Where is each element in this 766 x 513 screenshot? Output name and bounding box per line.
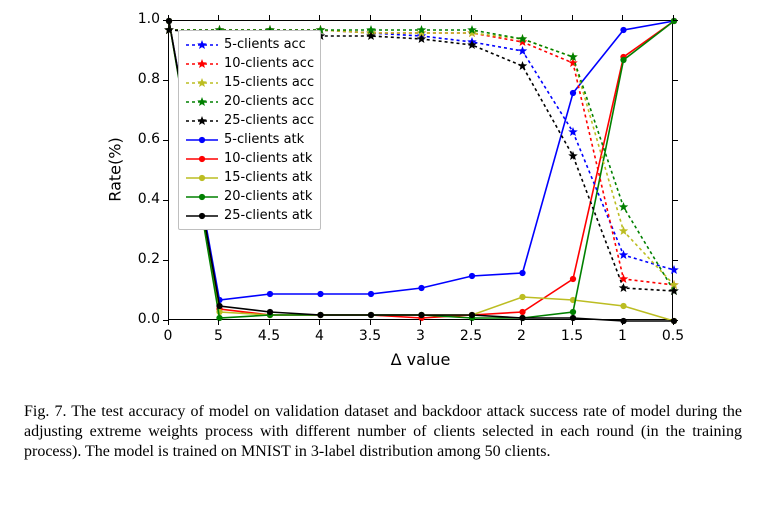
- series-marker-acc25: [568, 151, 578, 160]
- legend-label: 20-clients acc: [224, 94, 314, 109]
- series-marker-atk10: [519, 309, 525, 315]
- legend: 5-clients acc 10-clients acc 15-clients ac…: [178, 30, 321, 230]
- series-marker-atk5: [469, 273, 475, 279]
- series-marker-atk10: [570, 276, 576, 282]
- legend-label: 10-clients acc: [224, 56, 314, 71]
- legend-entry-atk20: 20-clients atk: [185, 187, 314, 206]
- series-marker-acc25: [619, 283, 629, 292]
- legend-label: 10-clients atk: [224, 151, 312, 166]
- legend-entry-acc10: 10-clients acc: [185, 54, 314, 73]
- series-marker-atk25: [368, 312, 374, 318]
- series-marker-atk5: [620, 27, 626, 33]
- series-marker-atk25: [267, 309, 273, 315]
- legend-label: 25-clients atk: [224, 208, 312, 223]
- series-marker-acc25: [669, 286, 679, 295]
- legend-swatch: [185, 171, 219, 185]
- legend-entry-acc5: 5-clients acc: [185, 35, 314, 54]
- series-marker-acc5: [518, 46, 528, 55]
- series-marker-acc5: [619, 250, 629, 259]
- series-marker-acc25: [518, 61, 528, 70]
- legend-label: 25-clients acc: [224, 113, 314, 128]
- legend-label: 5-clients atk: [224, 132, 304, 147]
- series-marker-atk20: [620, 57, 626, 63]
- legend-entry-acc15: 15-clients acc: [185, 73, 314, 92]
- legend-label: 15-clients acc: [224, 75, 314, 90]
- series-marker-atk5: [317, 291, 323, 297]
- figure-container: Rate(%) Δ value 5-clients acc10-clients …: [0, 0, 766, 472]
- legend-swatch: [185, 209, 219, 223]
- series-marker-atk5: [418, 285, 424, 291]
- series-marker-acc20: [619, 202, 629, 211]
- series-marker-atk25: [216, 303, 222, 309]
- series-marker-atk5: [368, 291, 374, 297]
- legend-swatch: [185, 114, 219, 128]
- legend-swatch: [185, 152, 219, 166]
- figure-caption: Fig. 7. The test accuracy of model on va…: [24, 402, 742, 462]
- legend-swatch: [185, 95, 219, 109]
- series-marker-atk15: [519, 294, 525, 300]
- series-marker-acc15: [619, 226, 629, 235]
- legend-entry-atk15: 15-clients atk: [185, 168, 314, 187]
- legend-label: 15-clients atk: [224, 170, 312, 185]
- series-marker-atk15: [620, 303, 626, 309]
- x-axis-label: Δ value: [381, 350, 461, 369]
- legend-swatch: [185, 133, 219, 147]
- legend-label: 20-clients atk: [224, 189, 312, 204]
- series-marker-acc5: [568, 127, 578, 136]
- legend-swatch: [185, 190, 219, 204]
- legend-entry-atk5: 5-clients atk: [185, 130, 314, 149]
- series-marker-acc5: [669, 265, 679, 274]
- legend-entry-acc25: 25-clients acc: [185, 111, 314, 130]
- series-marker-atk5: [267, 291, 273, 297]
- legend-entry-atk25: 25-clients atk: [185, 206, 314, 225]
- legend-entry-acc20: 20-clients acc: [185, 92, 314, 111]
- series-marker-acc10: [619, 274, 629, 283]
- series-marker-atk20: [570, 309, 576, 315]
- series-marker-atk5: [519, 270, 525, 276]
- legend-swatch: [185, 57, 219, 71]
- chart: Rate(%) Δ value 5-clients acc10-clients …: [73, 10, 693, 390]
- series-marker-atk25: [469, 312, 475, 318]
- legend-swatch: [185, 38, 219, 52]
- series-marker-acc25: [164, 25, 174, 34]
- legend-swatch: [185, 76, 219, 90]
- series-marker-atk5: [570, 90, 576, 96]
- legend-label: 5-clients acc: [224, 37, 306, 52]
- series-marker-atk25: [317, 312, 323, 318]
- legend-entry-atk10: 10-clients atk: [185, 149, 314, 168]
- series-marker-atk25: [418, 312, 424, 318]
